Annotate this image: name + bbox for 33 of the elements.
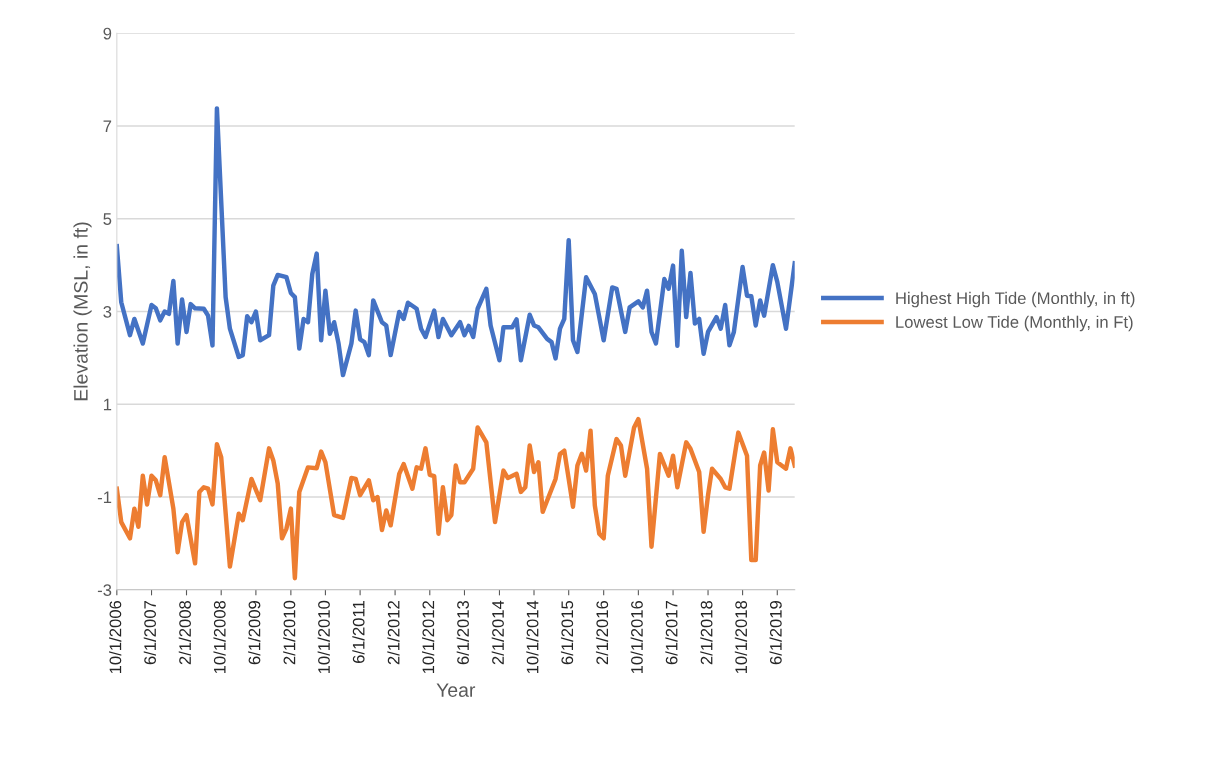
x-tick-label: 6/1/2011: [352, 601, 365, 663]
x-tick-label: 6/1/2019: [769, 600, 782, 665]
x-tick-label: 10/1/2008: [213, 600, 226, 674]
y-axis-title: Elevation (MSL, in ft): [73, 222, 92, 401]
x-tick-label: 6/1/2017: [665, 601, 678, 665]
x-tick-label: 6/1/2007: [143, 601, 156, 665]
y-tick-label: -3: [97, 584, 112, 596]
y-tick-label: 9: [103, 27, 112, 40]
x-tick-label: 6/1/2013: [456, 600, 469, 665]
x-tick-label: 2/1/2014: [491, 600, 504, 665]
x-tick-label: 6/1/2015: [560, 600, 574, 665]
line-series: [116, 416, 795, 581]
y-tick-label: 7: [103, 120, 112, 133]
x-tick-label: 2/1/2018: [700, 600, 713, 665]
x-tick-label: 10/1/2012: [422, 601, 435, 674]
legend-label: Lowest Low Tide (Monthly, in Ft): [896, 315, 1133, 332]
x-tick-label: 2/1/2016: [595, 600, 609, 665]
y-tick-label: 1: [103, 398, 112, 411]
x-tick-label: 10/1/2016: [630, 600, 643, 674]
line-series: [116, 106, 795, 378]
x-tick-label: 10/1/2010: [317, 600, 330, 674]
x-tick-label: 6/1/2009: [248, 600, 261, 665]
legend-label: Highest High Tide (Monthly, in ft): [896, 291, 1135, 308]
x-axis-title: Year: [436, 683, 476, 697]
x-tick-label: 2/1/2008: [178, 600, 191, 665]
x-tick-label: 10/1/2018: [734, 600, 748, 674]
y-tick-label: -1: [97, 491, 112, 504]
x-tick-label: 10/1/2006: [109, 600, 122, 674]
y-tick-label: 3: [103, 305, 112, 318]
x-tick-label: 2/1/2012: [387, 601, 400, 665]
x-tick-label: 10/1/2014: [526, 600, 539, 674]
y-tick-label: 5: [103, 213, 112, 225]
x-tick-label: 2/1/2010: [283, 600, 296, 665]
